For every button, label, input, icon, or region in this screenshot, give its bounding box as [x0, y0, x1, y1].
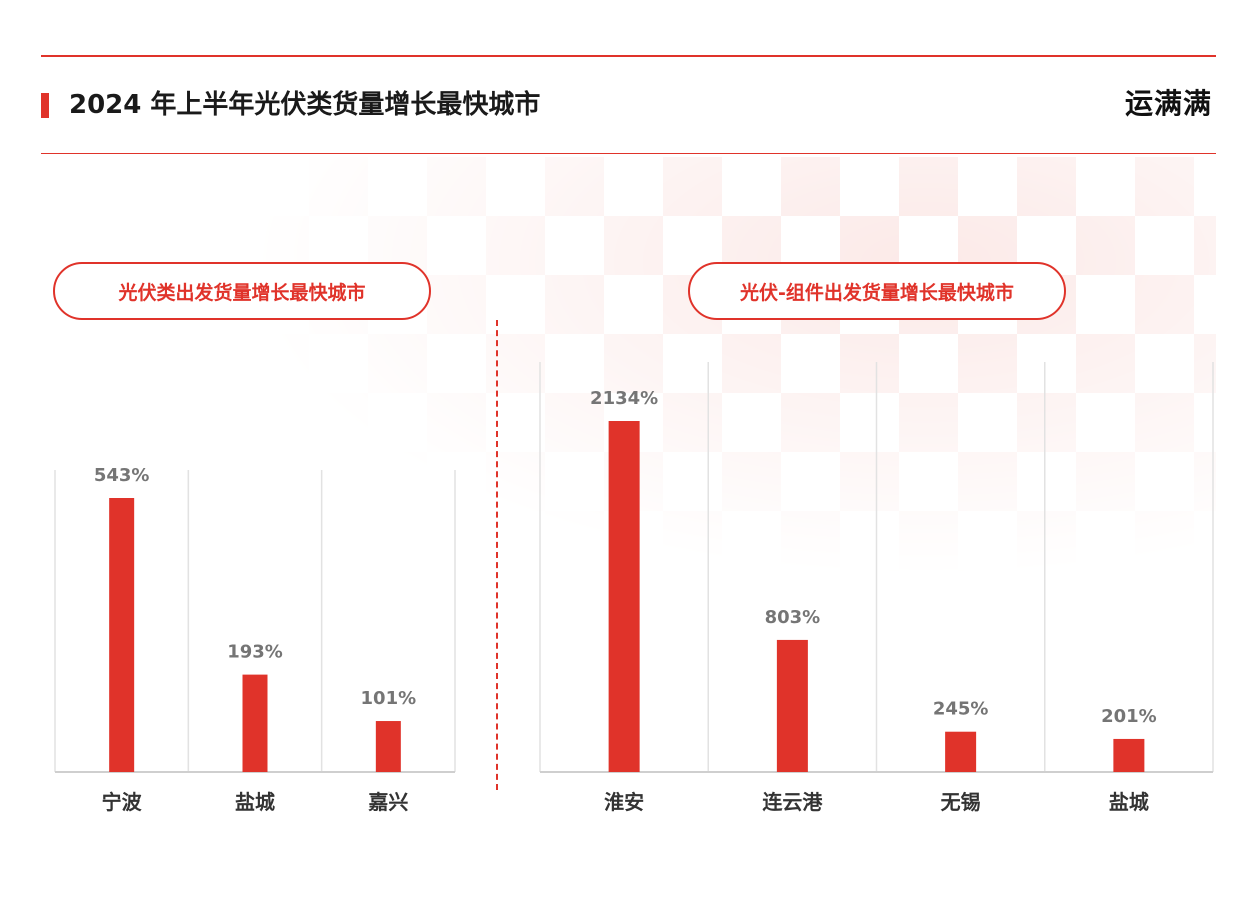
chart-1-category-label: 盐城: [235, 790, 275, 814]
chart-1-bar: [375, 721, 401, 772]
page-title: 2024 年上半年光伏类货量增长最快城市: [69, 90, 541, 120]
header-rule: [41, 153, 1216, 154]
chart-1-category-label: 宁波: [102, 790, 143, 814]
chart-1-value-label: 543%: [94, 465, 150, 486]
chart-2-title: 光伏-组件出发货量增长最快城市: [688, 262, 1066, 320]
checker-background: [250, 157, 1216, 577]
chart-2-category-label: 连云港: [762, 790, 823, 814]
chart-1-title: 光伏类出发货量增长最快城市: [53, 262, 431, 320]
chart-2-bar: [776, 639, 808, 772]
chart-2-value-label: 201%: [1101, 706, 1157, 727]
title-accent-bar: [41, 93, 49, 118]
chart-2-bar: [1113, 738, 1145, 772]
chart-2-bar: [945, 731, 977, 772]
chart-1-bar: [109, 498, 135, 772]
chart-1-bar: [242, 674, 268, 772]
brand-logo: 运满满: [1124, 87, 1212, 120]
chart-1-value-label: 193%: [227, 642, 283, 663]
chart-divider: [496, 320, 498, 790]
chart-2-value-label: 245%: [933, 699, 989, 720]
chart-2-value-label: 803%: [765, 607, 821, 628]
chart-1-category-label: 嘉兴: [367, 790, 408, 814]
chart-2-value-label: 2134%: [590, 388, 658, 409]
top-rule: [41, 55, 1216, 57]
chart-2-category-label: 淮安: [604, 790, 644, 814]
chart-1-value-label: 101%: [361, 688, 417, 709]
chart-2-bar: [608, 421, 640, 772]
chart-2-category-label: 无锡: [941, 790, 981, 814]
chart-2-category-label: 盐城: [1109, 790, 1149, 814]
